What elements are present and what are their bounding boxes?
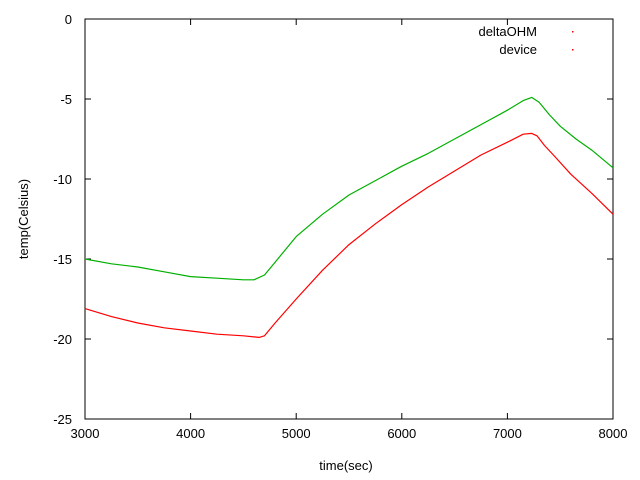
legend-label-deltaohm: deltaOHM — [478, 24, 537, 39]
x-axis-label: time(sec) — [319, 458, 372, 473]
x-tick-label: 4000 — [176, 426, 205, 441]
series-line-device — [84, 96, 614, 281]
y-tick-label: -20 — [53, 332, 72, 347]
y-tick-label: -15 — [53, 252, 72, 267]
x-tick-label: 8000 — [599, 426, 628, 441]
x-tick-label: 5000 — [282, 426, 311, 441]
x-tick-label: 6000 — [387, 426, 416, 441]
series-line-deltaohm — [84, 132, 614, 338]
y-tick-label: -25 — [53, 412, 72, 427]
data-series — [84, 96, 614, 338]
y-tick-label: -5 — [60, 92, 72, 107]
axis-tick-labels: 3000 4000 5000 6000 7000 8000 0 -5 -10 -15 -20 -25 — [53, 12, 627, 441]
y-tick-label: -10 — [53, 172, 72, 187]
x-tick-label: 3000 — [71, 426, 100, 441]
legend-marker-device — [572, 49, 574, 51]
legend-marker-deltaohm — [572, 31, 574, 33]
legend: deltaOHM device — [478, 24, 574, 57]
y-tick-label: 0 — [65, 12, 72, 27]
legend-label-device: device — [499, 42, 537, 57]
plot-frame — [84, 18, 614, 420]
x-tick-label: 7000 — [493, 426, 522, 441]
axis-ticks — [84, 18, 614, 420]
y-axis-label: temp(Celsius) — [16, 179, 31, 259]
